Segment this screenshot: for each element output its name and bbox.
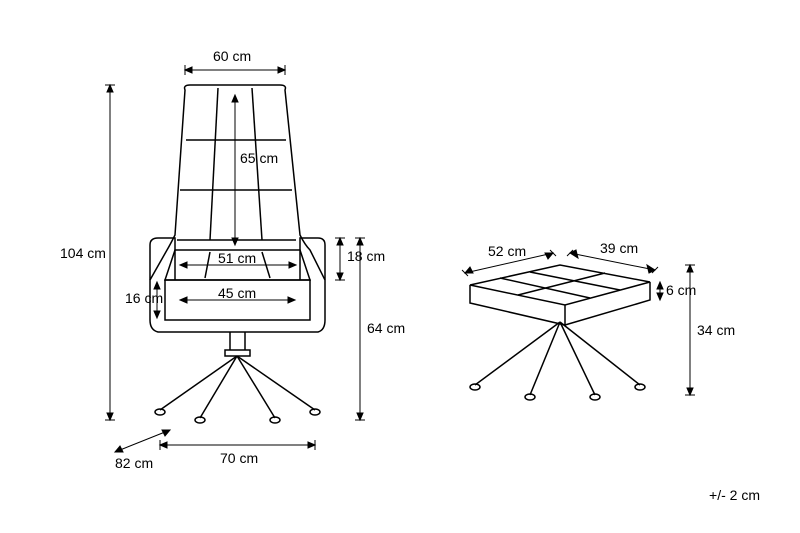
dim-chair-depth: 82 cm [115, 455, 153, 471]
tolerance-label: +/- 2 cm [709, 487, 760, 503]
dim-ottoman-depth: 52 cm [488, 243, 526, 259]
dim-ottoman-total-height: 34 cm [697, 322, 735, 338]
dim-chair-seat-front-height: 16 cm [125, 290, 163, 306]
dim-chair-armrest-height: 18 cm [347, 248, 385, 264]
dim-chair-back-height: 65 cm [240, 150, 278, 166]
dim-chair-seat-width: 45 cm [218, 285, 256, 301]
dim-chair-top-width: 60 cm [213, 48, 251, 64]
dim-chair-base-width: 70 cm [220, 450, 258, 466]
dim-ottoman-cushion-height: 6 cm [666, 282, 696, 298]
furniture-drawing [0, 0, 800, 533]
dim-chair-seat-depth: 51 cm [218, 250, 256, 266]
dim-chair-side-height: 64 cm [367, 320, 405, 336]
diagram-container: 60 cm 65 cm 104 cm 64 cm 18 cm 51 cm 45 … [0, 0, 800, 533]
dim-ottoman-width: 39 cm [600, 240, 638, 256]
dim-chair-total-height: 104 cm [60, 245, 106, 261]
